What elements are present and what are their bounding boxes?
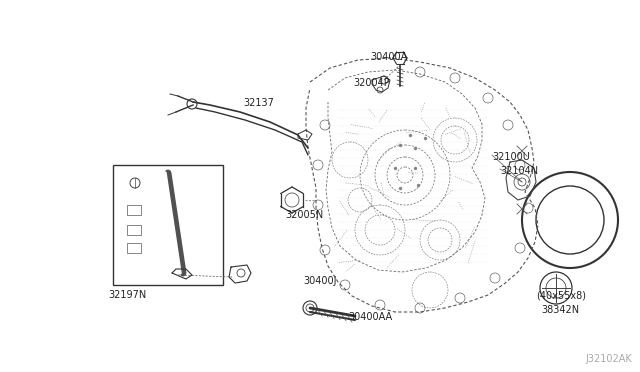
Text: 30400AA: 30400AA	[348, 312, 392, 322]
Text: 32197N: 32197N	[108, 290, 147, 300]
Bar	[127, 225, 141, 235]
Text: J32102AK: J32102AK	[585, 354, 632, 364]
Text: 32005N: 32005N	[285, 210, 323, 220]
Bar	[113, 165, 223, 285]
Text: 30400J: 30400J	[303, 276, 337, 286]
Text: (40x55x8): (40x55x8)	[536, 291, 586, 301]
Text: 32100U: 32100U	[492, 152, 530, 162]
Text: 32104N: 32104N	[500, 166, 538, 176]
Text: 30400A: 30400A	[370, 52, 407, 62]
Text: 38342N: 38342N	[541, 305, 579, 315]
Text: 32004P: 32004P	[353, 78, 390, 88]
Text: 32137: 32137	[243, 98, 274, 108]
Bar	[127, 205, 141, 215]
Bar	[127, 243, 141, 253]
